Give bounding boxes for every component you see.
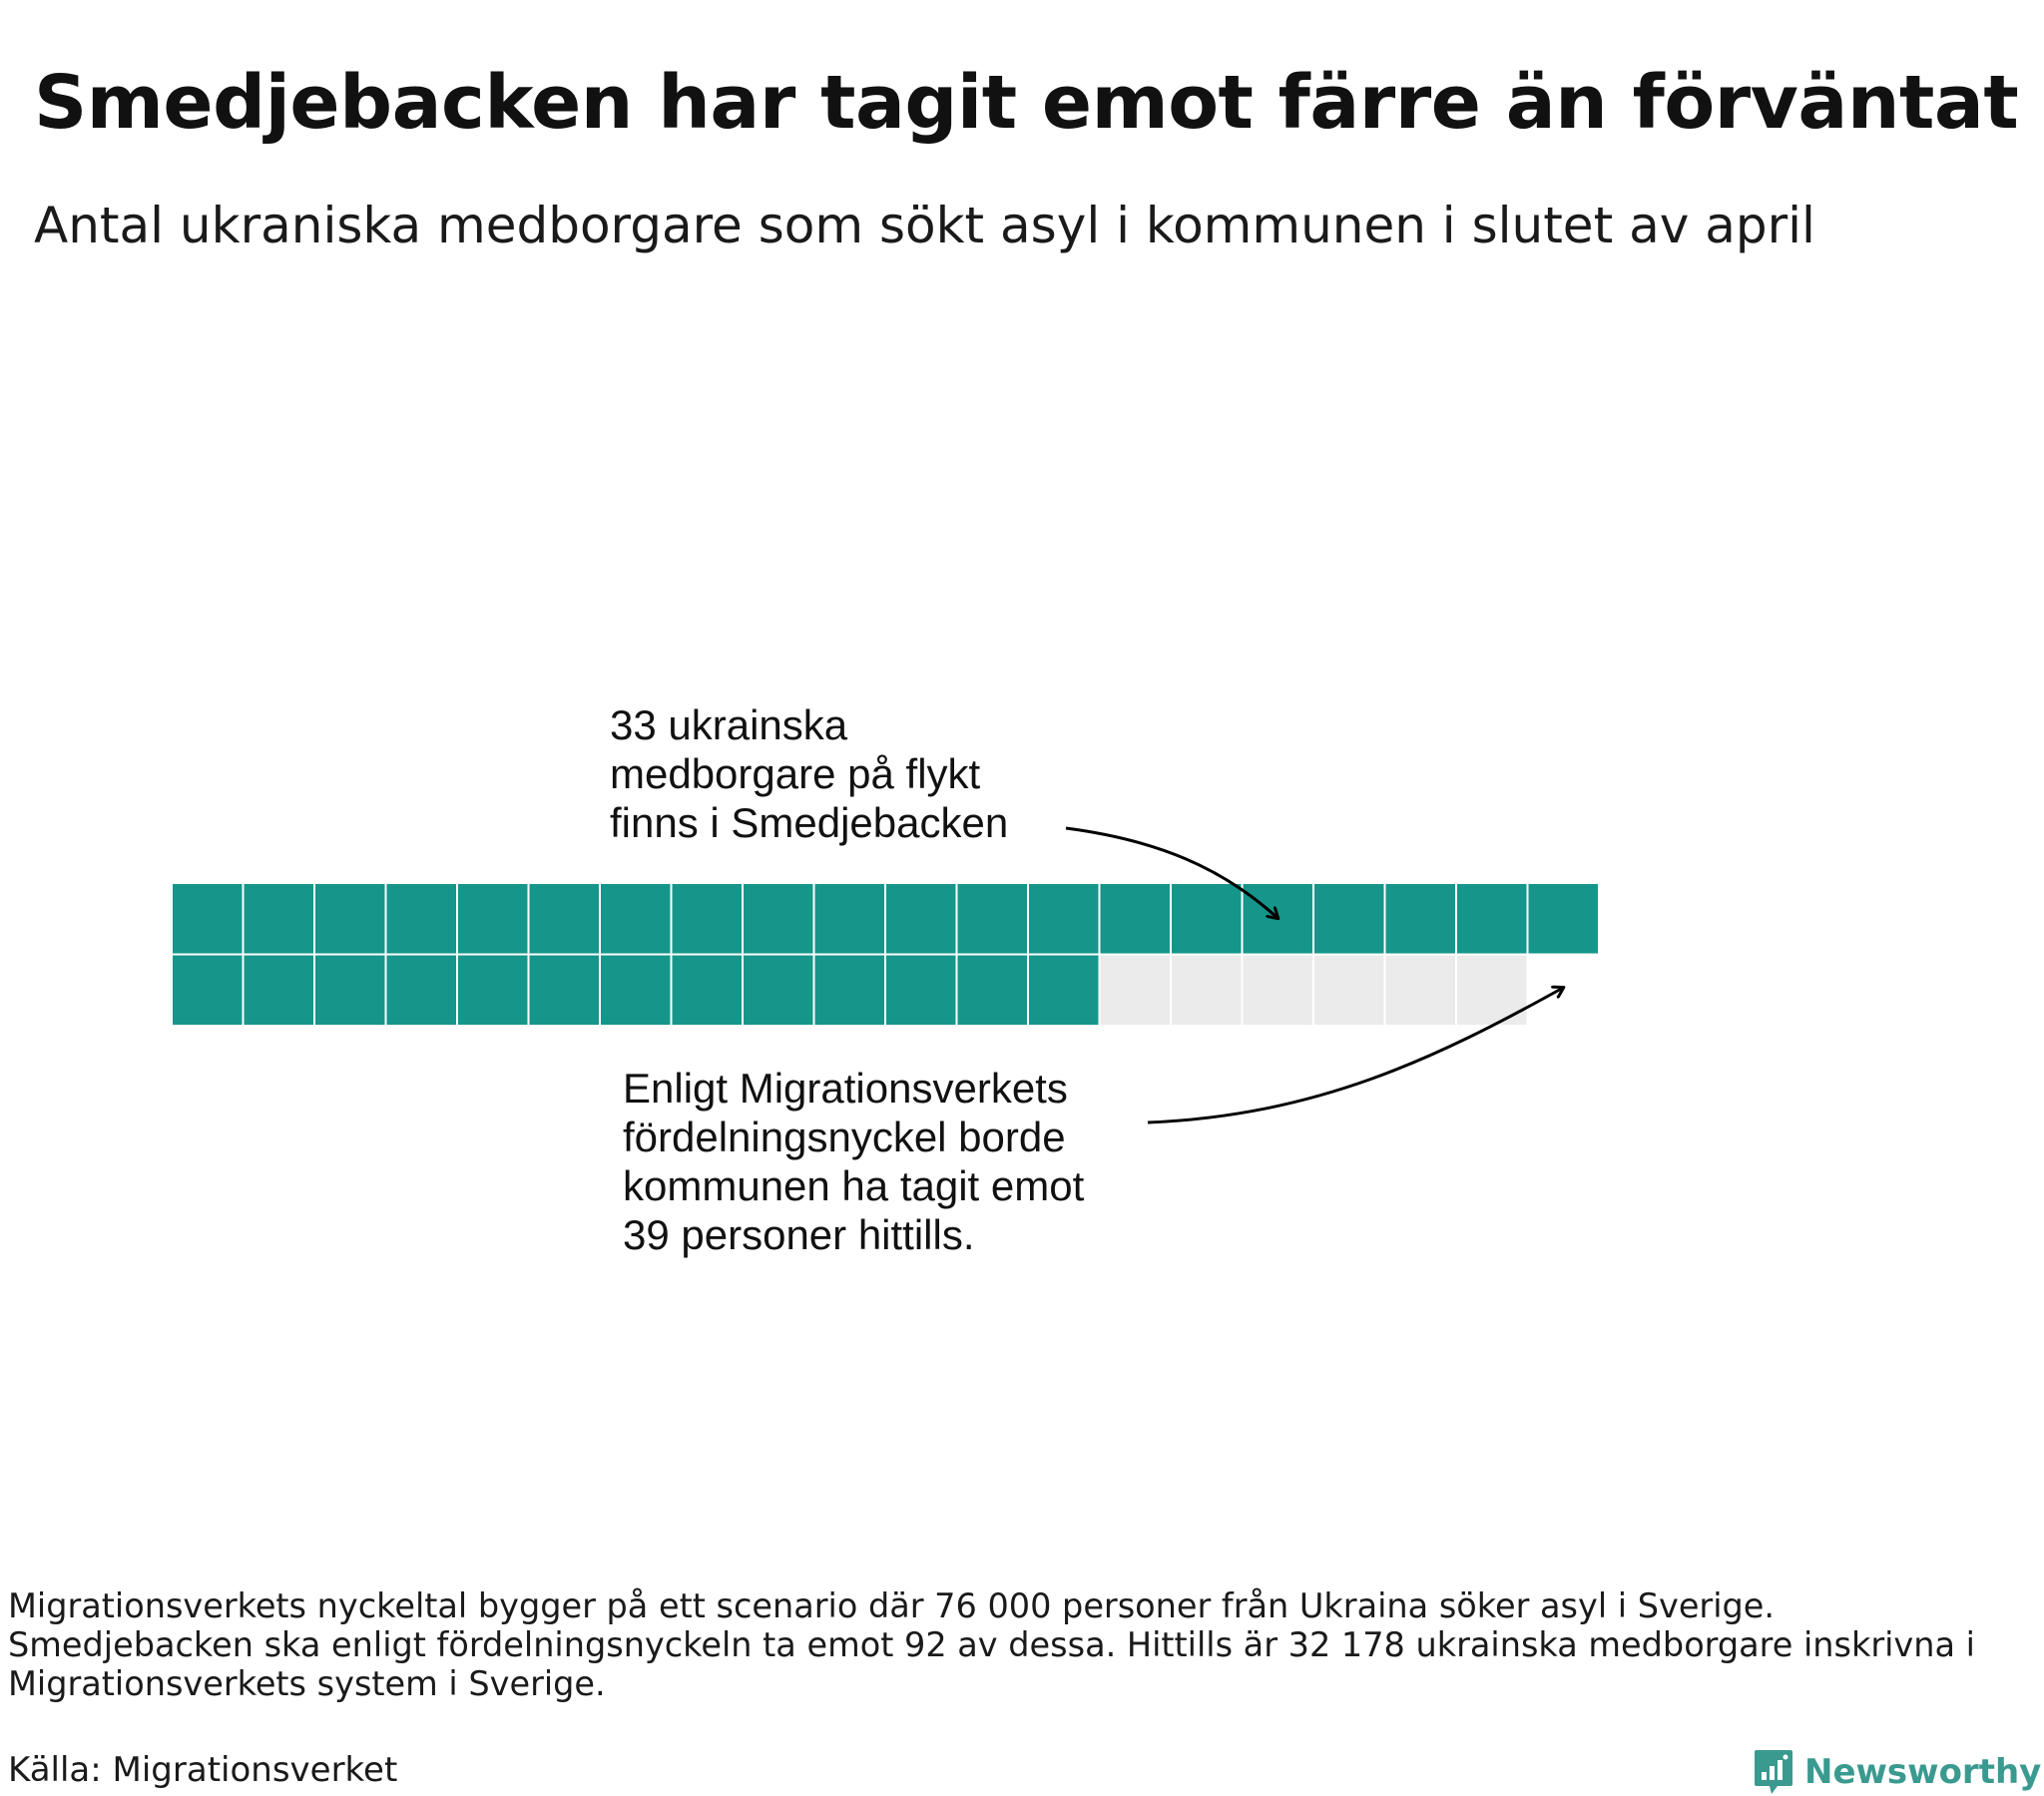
- waffle-cell-filled: [1526, 882, 1600, 956]
- waffle-cell-filled: [1027, 882, 1101, 956]
- waffle-cell-filled: [1312, 882, 1386, 956]
- bar-chart-speech-bubble-icon: [1755, 1750, 1792, 1794]
- waffle-cell-filled: [1098, 882, 1172, 956]
- annotation-actual-line: medborgare på flykt: [610, 750, 981, 797]
- waffle-cell-filled: [884, 953, 958, 1027]
- waffle-cell-filled: [599, 882, 673, 956]
- waffle-cell-filled: [599, 953, 673, 1027]
- waffle-cell-filled: [1170, 882, 1244, 956]
- waffle-cell-filled: [313, 882, 387, 956]
- footnote-line: Migrationsverkets system i Sverige.: [8, 1664, 606, 1703]
- waffle-cell-empty: [1455, 953, 1529, 1027]
- waffle-cell-filled: [171, 953, 245, 1027]
- brand-logo[interactable]: Newsworthy: [1753, 1748, 2041, 1796]
- waffle-cell-filled: [242, 953, 315, 1027]
- waffle-cell-filled: [242, 882, 315, 956]
- waffle-cell-filled: [742, 953, 815, 1027]
- chart-subtitle: Antal ukraniska medborgare som sökt asyl…: [34, 197, 1815, 254]
- waffle-cells: [171, 882, 1600, 1027]
- waffle-cell-empty: [1170, 953, 1244, 1027]
- waffle-cell-filled: [384, 882, 458, 956]
- waffle-cell-filled: [527, 953, 601, 1027]
- waffle-cell-filled: [1383, 882, 1457, 956]
- waffle-cell-empty: [1241, 953, 1314, 1027]
- chart-title: Smedjebacken har tagit emot färre än för…: [34, 60, 2019, 146]
- waffle-cell-filled: [670, 882, 744, 956]
- waffle-cell-filled: [955, 882, 1029, 956]
- waffle-cell-filled: [384, 953, 458, 1027]
- waffle-cell-filled: [171, 882, 245, 956]
- source-note: Källa: Migrationsverket: [8, 1750, 398, 1790]
- annotation-expected: Enligt Migrationsverkets fördelningsnyck…: [623, 1064, 1084, 1259]
- waffle-cell-filled: [884, 882, 958, 956]
- waffle-cell-filled: [670, 953, 744, 1027]
- footnote-line: Smedjebacken ska enligt fördelningsnycke…: [8, 1625, 1975, 1664]
- waffle-cell-filled: [955, 953, 1029, 1027]
- annotation-actual: 33 ukrainska medborgare på flykt finns i…: [610, 700, 1008, 847]
- waffle-cell-filled: [456, 882, 530, 956]
- waffle-cell-filled: [812, 953, 886, 1027]
- waffle-cell-filled: [812, 882, 886, 956]
- waffle-chart: [171, 826, 1600, 1124]
- annotation-expected-line: fördelningsnyckel borde: [623, 1114, 1066, 1160]
- waffle-cell-filled: [313, 953, 387, 1027]
- waffle-cell-empty: [1383, 953, 1457, 1027]
- waffle-cell-filled: [742, 882, 815, 956]
- waffle-cell-empty: [1312, 953, 1386, 1027]
- waffle-cell-empty: [1098, 953, 1172, 1027]
- waffle-cell-filled: [527, 882, 601, 956]
- annotation-arrow-expected: [1147, 988, 1563, 1124]
- annotation-expected-line: Enligt Migrationsverkets: [623, 1065, 1068, 1112]
- footnote-line: Migrationsverkets nyckeltal bygger på et…: [8, 1586, 1776, 1625]
- waffle-cell-filled: [456, 953, 530, 1027]
- waffle-cell-filled: [1241, 882, 1314, 956]
- annotation-actual-line: finns i Smedjebacken: [610, 799, 1009, 846]
- waffle-cell-filled: [1455, 882, 1529, 956]
- brand-name: Newsworthy: [1804, 1752, 2042, 1792]
- annotation-expected-line: kommunen ha tagit emot: [623, 1162, 1085, 1209]
- waffle-cell-filled: [1027, 953, 1101, 1027]
- footnote: Migrationsverkets nyckeltal bygger på et…: [8, 1586, 1975, 1703]
- annotation-actual-line: 33 ukrainska: [610, 701, 848, 748]
- annotation-expected-line: 39 personer hittills.: [623, 1211, 975, 1258]
- annotation-arrow-actual: [1065, 826, 1278, 918]
